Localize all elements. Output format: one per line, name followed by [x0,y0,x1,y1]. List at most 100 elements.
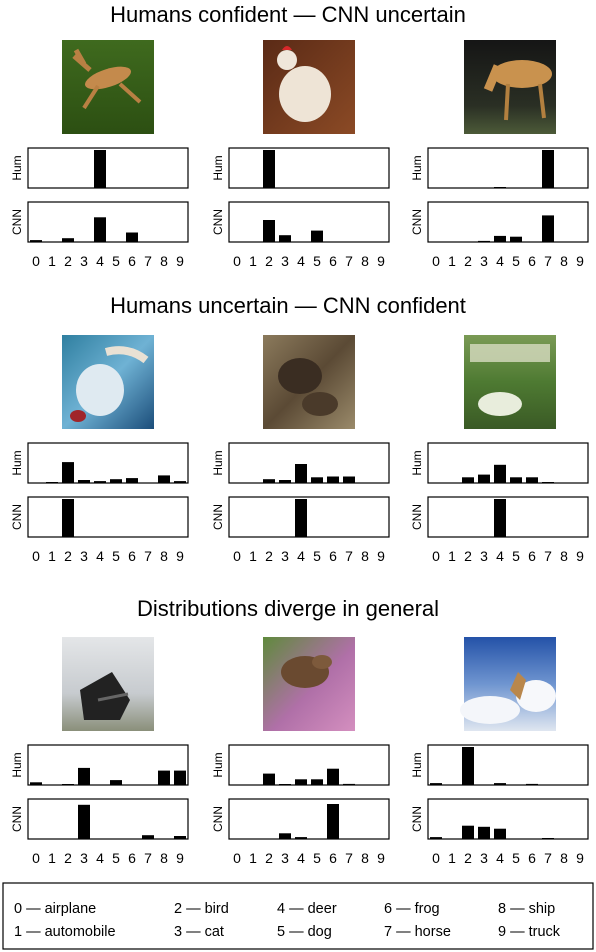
tick-label-4: 4 [297,850,305,866]
cnn-bar-0 [430,837,442,839]
example-2-3: Hum CNN 0 1 2 3 4 5 6 7 8 9 [410,442,589,564]
thumbnail-blurry-blue-bird [62,335,154,429]
tick-label-1: 1 [249,850,257,866]
panel-frame [427,201,589,243]
tick-label-1: 1 [448,548,456,564]
panel-frame [427,442,589,484]
tick-label-9: 9 [377,548,385,564]
tick-label-7: 7 [345,253,353,269]
human-bar-3 [78,767,90,785]
cnn-bar-5 [311,230,323,242]
tick-label-0: 0 [233,253,241,269]
cnn-bar-3 [478,826,490,839]
example-3-3: Hum CNN 0 1 2 3 4 5 6 7 8 9 [410,744,589,866]
tick-label-3: 3 [80,850,88,866]
example-3-2: Hum CNN 0 1 2 3 4 5 6 7 8 9 [211,744,390,866]
thumbnail-white-rooster [263,40,355,134]
human-bar-6 [327,476,339,483]
tick-label-4: 4 [496,850,504,866]
cnn-bar-4 [295,499,307,537]
tick-label-6: 6 [329,253,337,269]
panel-frame [427,147,589,189]
tick-label-6: 6 [329,850,337,866]
tick-label-4: 4 [496,253,504,269]
tick-label-5: 5 [112,548,120,564]
human-bar-0 [30,782,42,785]
tick-label-3: 3 [281,850,289,866]
human-bar-5 [510,477,522,483]
tick-label-2: 2 [64,850,72,866]
tick-label-2: 2 [64,253,72,269]
cnn-axis-label: CNN [10,806,24,832]
thumbnail-dog-head-purple-background [263,637,355,731]
human-bar-5 [311,477,323,483]
tick-label-1: 1 [48,548,56,564]
tick-label-3: 3 [480,850,488,866]
tick-label-6: 6 [128,850,136,866]
tick-label-2: 2 [265,253,273,269]
example-2-1: Hum CNN 0 1 2 3 4 5 6 7 8 9 [10,442,189,564]
human-distribution-panel: Hum [10,442,189,484]
tick-label-9: 9 [176,850,184,866]
tick-label-8: 8 [560,253,568,269]
legend-entry-truck: 9 — truck [498,924,561,940]
human-bar-2 [462,747,474,785]
example-1-3: Hum CNN 0 1 2 3 4 5 6 7 8 9 [410,147,589,269]
human-bar-4 [494,187,506,188]
tick-label-0: 0 [233,548,241,564]
human-axis-label: Hum [410,450,424,475]
human-bar-8 [158,770,170,785]
human-bar-2 [62,784,74,785]
cnn-axis-label: CNN [211,504,225,530]
tick-label-9: 9 [576,850,584,866]
tick-label-1: 1 [249,253,257,269]
human-axis-label: Hum [10,450,24,475]
tick-label-2: 2 [464,548,472,564]
human-bar-7 [542,150,554,188]
tick-label-0: 0 [432,548,440,564]
cnn-bar-4 [494,235,506,242]
cnn-bar-7 [142,835,154,839]
tick-label-2: 2 [265,548,273,564]
section-title-1: Humans confident — CNN uncertain [110,2,466,27]
panel-frame [27,201,189,243]
human-bar-7 [343,476,355,483]
panel-frame [228,798,390,840]
human-distribution-panel: Hum [211,442,390,484]
tick-label-9: 9 [176,253,184,269]
legend-entry-airplane: 0 — airplane [14,901,96,917]
human-bar-5 [110,780,122,785]
human-bar-4 [295,779,307,785]
human-axis-label: Hum [410,752,424,777]
cnn-distribution-panel: CNN [211,798,390,840]
tick-label-8: 8 [361,253,369,269]
human-bar-4 [494,783,506,785]
human-bar-1 [46,482,58,483]
human-axis-label: Hum [410,155,424,180]
tick-label-8: 8 [160,548,168,564]
cnn-bar-4 [494,828,506,839]
human-bar-3 [478,474,490,483]
cnn-axis-label: CNN [211,209,225,235]
panel-frame [228,147,390,189]
cnn-bar-3 [279,235,291,242]
legend: 0 — airplane 1 — automobile 2 — bird 3 — ca… [2,882,594,950]
tick-label-8: 8 [160,253,168,269]
tick-label-9: 9 [576,253,584,269]
human-bar-2 [462,477,474,483]
cnn-bar-5 [510,236,522,242]
cnn-bar-2 [263,220,275,242]
tick-label-3: 3 [80,548,88,564]
tick-label-5: 5 [112,253,120,269]
tick-label-5: 5 [512,850,520,866]
human-axis-label: Hum [211,752,225,777]
tick-label-4: 4 [96,253,104,269]
cnn-bar-2 [62,238,74,242]
human-distribution-panel: Hum [10,744,189,786]
human-bar-2 [62,462,74,483]
human-bar-5 [311,779,323,785]
human-bar-0 [430,783,442,785]
tick-label-5: 5 [112,850,120,866]
cnn-bar-6 [327,804,339,839]
tick-label-0: 0 [32,253,40,269]
